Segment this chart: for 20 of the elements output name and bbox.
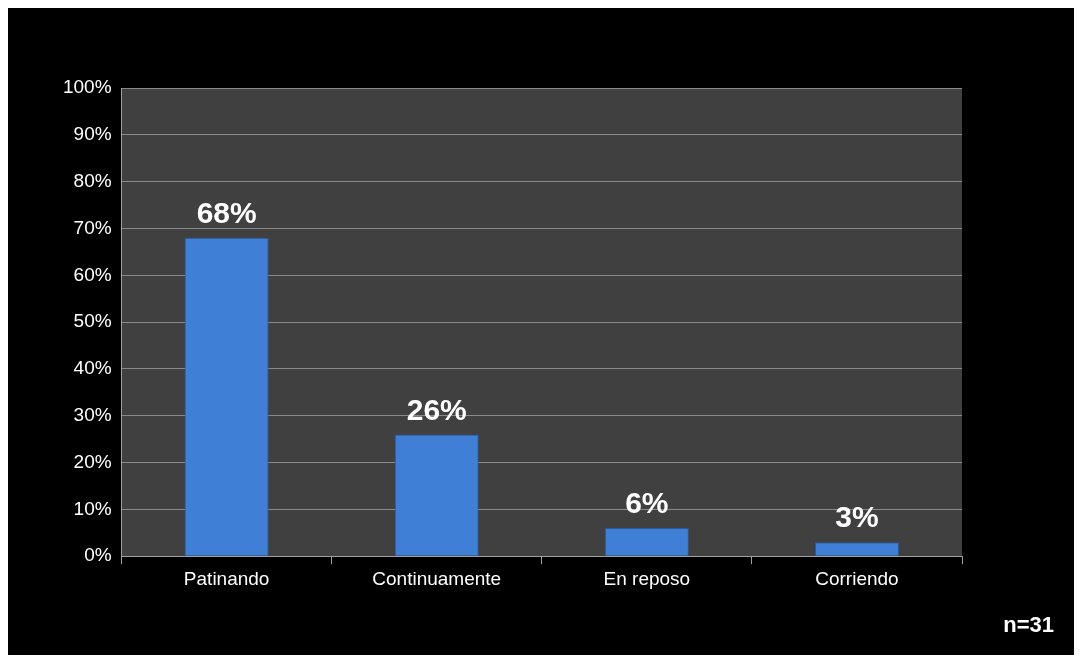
y-tick-label: 100% <box>62 76 112 98</box>
data-label: 26% <box>406 392 467 426</box>
y-tick-label: 60% <box>73 263 112 285</box>
x-tick-label: Corriendo <box>815 567 899 589</box>
y-tick-label: 20% <box>73 450 112 472</box>
y-tick-label: 70% <box>73 216 112 238</box>
x-tick-label: En reposo <box>603 567 691 589</box>
y-tick-label: 80% <box>73 169 112 191</box>
y-tick-label: 10% <box>73 497 112 519</box>
y-tick-label: 90% <box>73 123 112 145</box>
data-label: 3% <box>835 500 879 534</box>
x-tick-label: Continuamente <box>372 567 502 589</box>
y-tick-label: 50% <box>73 310 112 332</box>
y-tick-label: 40% <box>73 357 112 379</box>
x-tick-label: Patinando <box>183 567 270 589</box>
y-tick-label: 30% <box>73 403 112 425</box>
data-label: 68% <box>196 196 257 230</box>
text: n=31 <box>1003 612 1054 638</box>
data-label: 6% <box>625 486 669 520</box>
y-tick-label: 0% <box>84 544 112 566</box>
